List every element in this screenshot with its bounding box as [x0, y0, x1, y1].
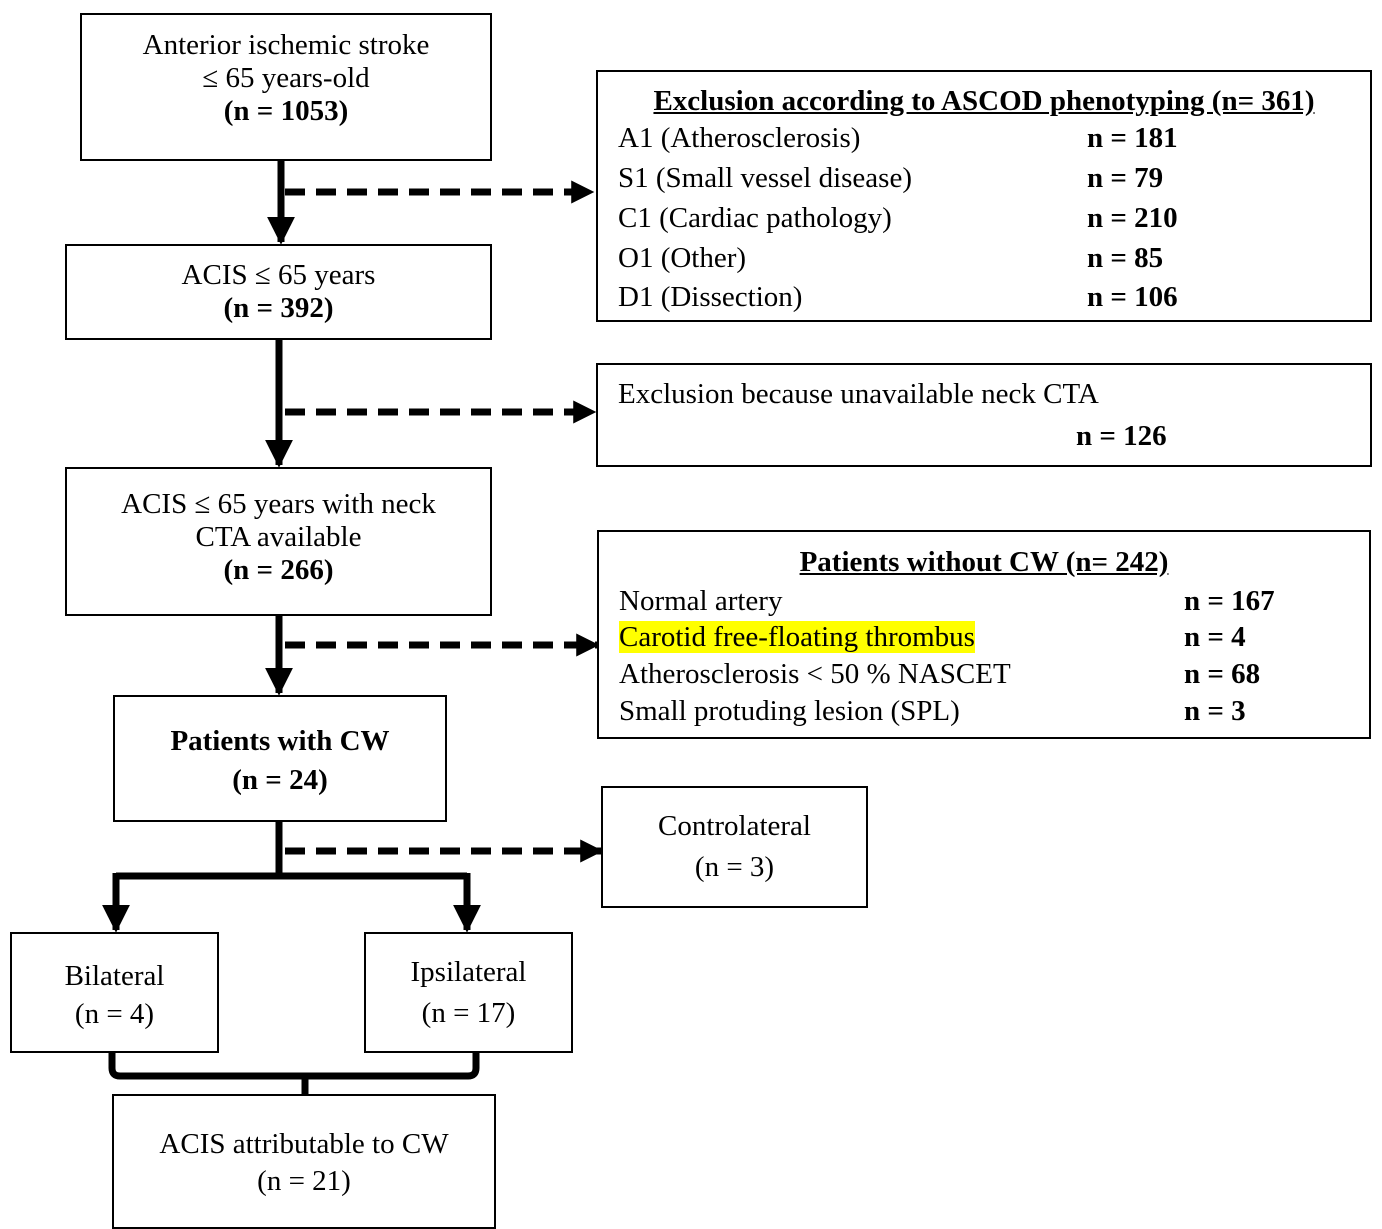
box-patients-cw-count: (n = 24): [232, 764, 328, 796]
box-acis-cta-line1: ACIS ≤ 65 years with neck: [121, 488, 436, 520]
ascod-row-label: O1 (Other): [618, 242, 747, 274]
box-ascod-exclusion: Exclusion according to ASCOD phenotyping…: [596, 70, 1372, 322]
box-ipsilateral: Ipsilateral (n = 17): [364, 932, 573, 1053]
without-cw-row-label: Carotid free-floating thrombus: [619, 621, 975, 653]
box-controlateral: Controlateral (n = 3): [601, 786, 868, 908]
box-anterior-stroke: Anterior ischemic stroke ≤ 65 years-old …: [80, 13, 492, 161]
ascod-row-value: n = 85: [1087, 242, 1164, 274]
box-ipsilateral-count: (n = 17): [421, 997, 516, 1029]
box-bilateral-line1: Bilateral: [64, 960, 165, 992]
ascod-row-label: A1 (Atherosclerosis): [618, 122, 861, 154]
ascod-title: Exclusion according to ASCOD phenotyping…: [653, 85, 1315, 117]
box-acis-65-line1: ACIS ≤ 65 years: [181, 259, 376, 291]
box-acis-cta: ACIS ≤ 65 years with neck CTA available …: [65, 467, 492, 616]
without-cw-row-value: n = 68: [1184, 658, 1261, 690]
box-bilateral: Bilateral (n = 4): [10, 932, 219, 1053]
box-patients-cw-line1: Patients with CW: [170, 725, 390, 757]
box-attributable-line1: ACIS attributable to CW: [159, 1128, 449, 1160]
box-anterior-line1: Anterior ischemic stroke: [142, 29, 430, 61]
box-controlateral-line1: Controlateral: [657, 810, 811, 842]
box-anterior-line2: ≤ 65 years-old: [202, 62, 370, 94]
without-cw-row-value: n = 167: [1184, 585, 1275, 617]
box-bilateral-count: (n = 4): [74, 998, 155, 1030]
cta-exclusion-value: n = 126: [1076, 420, 1167, 452]
without-cw-row-value: n = 3: [1184, 695, 1246, 727]
without-cw-row-label: Atherosclerosis < 50 % NASCET: [619, 658, 1011, 690]
ascod-row-value: n = 79: [1087, 162, 1164, 194]
box-attributable: ACIS attributable to CW (n = 21): [112, 1094, 496, 1229]
ascod-row-label: S1 (Small vessel disease): [618, 162, 912, 194]
without-cw-row-label: Normal artery: [619, 585, 783, 617]
without-cw-row-highlight: Carotid free-floating thrombus: [619, 621, 975, 654]
without-cw-row-value: n = 4: [1184, 621, 1246, 653]
without-cw-row-label: Small protuding lesion (SPL): [619, 695, 960, 727]
merge-bracket: [108, 1052, 480, 1080]
box-acis-cta-count: (n = 266): [223, 554, 334, 586]
ascod-row-label: C1 (Cardiac pathology): [618, 202, 892, 234]
box-attributable-count: (n = 21): [257, 1165, 351, 1197]
box-acis-65-count: (n = 392): [223, 292, 334, 324]
box-patients-cw: Patients with CW (n = 24): [113, 695, 447, 822]
ascod-row-value: n = 210: [1087, 202, 1178, 234]
box-controlateral-count: (n = 3): [694, 851, 775, 883]
without-cw-title: Patients without CW (n= 242): [799, 546, 1169, 578]
cta-exclusion-label: Exclusion because unavailable neck CTA: [618, 378, 1099, 410]
box-acis-cta-line2: CTA available: [195, 521, 362, 553]
box-without-cw: Patients without CW (n= 242) Normal arte…: [597, 530, 1371, 739]
ascod-row-value: n = 181: [1087, 122, 1178, 154]
ascod-row-label: D1 (Dissection): [618, 281, 803, 313]
box-anterior-count: (n = 1053): [223, 95, 349, 127]
box-ipsilateral-line1: Ipsilateral: [410, 956, 527, 988]
box-cta-exclusion: Exclusion because unavailable neck CTA n…: [596, 363, 1372, 467]
ascod-row-value: n = 106: [1087, 281, 1178, 313]
box-acis-65: ACIS ≤ 65 years (n = 392): [65, 244, 492, 340]
